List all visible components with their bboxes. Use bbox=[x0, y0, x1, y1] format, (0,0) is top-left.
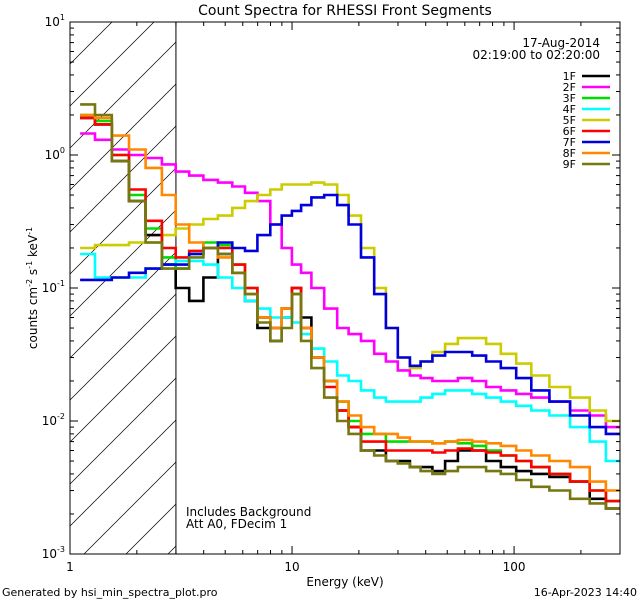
hatch-line bbox=[70, 83, 176, 191]
x-tick-label: 10 bbox=[284, 560, 299, 574]
annotation-attenuator: Att A0, FDecim 1 bbox=[186, 517, 287, 531]
series-line-9F bbox=[80, 103, 620, 510]
legend-label-6F: 6F bbox=[563, 125, 576, 138]
y-tick-label: 101 bbox=[45, 13, 65, 29]
x-axis-label: Energy (keV) bbox=[306, 575, 383, 589]
hatch-line bbox=[70, 22, 113, 65]
series-lines bbox=[80, 103, 620, 510]
hatch-line bbox=[0, 0, 12, 554]
hatch-line bbox=[70, 125, 176, 233]
hatch-line bbox=[70, 335, 176, 443]
footer-generated-by: Generated by hsi_min_spectra_plot.pro bbox=[2, 586, 218, 599]
hatch-line bbox=[83, 461, 176, 554]
hatch-line bbox=[70, 22, 155, 107]
y-tick-label: 10-3 bbox=[42, 545, 65, 561]
y-tick-label: 100 bbox=[45, 146, 65, 162]
hatch-line bbox=[70, 251, 176, 359]
hatch-line bbox=[70, 41, 176, 149]
legend-label-2F: 2F bbox=[563, 81, 576, 94]
hatch-line bbox=[70, 377, 176, 485]
legend-label-5F: 5F bbox=[563, 114, 576, 127]
series-line-4F bbox=[80, 252, 620, 463]
series-line-7F bbox=[80, 193, 620, 436]
chart-title: Count Spectra for RHESSI Front Segments bbox=[198, 3, 492, 19]
series-line-5F bbox=[80, 181, 620, 423]
hatch-line bbox=[70, 167, 176, 275]
x-tick-label: 100 bbox=[503, 560, 526, 574]
legend-label-1F: 1F bbox=[563, 70, 576, 83]
date-label: 17-Aug-2014 bbox=[522, 36, 600, 50]
series-line-8F bbox=[80, 113, 620, 492]
legend-label-9F: 9F bbox=[563, 158, 576, 171]
annotation-background: Includes Background bbox=[186, 505, 311, 519]
time-range-label: 02:19:00 to 02:20:00 bbox=[473, 48, 600, 62]
legend-label-7F: 7F bbox=[563, 136, 576, 149]
y-axis-label: counts cm-2 s-1 keV-1 bbox=[25, 227, 40, 349]
hatch-line bbox=[70, 419, 176, 527]
y-tick-label: 10-1 bbox=[42, 279, 65, 295]
hatch-line bbox=[0, 0, 96, 554]
series-line-2F bbox=[80, 132, 620, 429]
axis-ticks: 1 10 100 10-3 10-2 10-1 100 101 bbox=[42, 13, 621, 574]
legend-label-3F: 3F bbox=[563, 92, 576, 105]
y-tick-label: 10-2 bbox=[42, 412, 65, 428]
hatch-line bbox=[70, 209, 176, 317]
x-tick-label: 1 bbox=[66, 560, 74, 574]
footer-timestamp: 16-Apr-2023 14:40 bbox=[534, 586, 637, 599]
legend-label-4F: 4F bbox=[563, 103, 576, 116]
legend-label-8F: 8F bbox=[563, 147, 576, 160]
